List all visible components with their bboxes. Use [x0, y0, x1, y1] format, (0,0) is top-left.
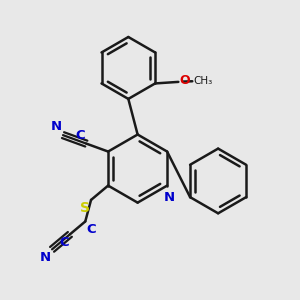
Text: C: C	[75, 129, 85, 142]
Text: O: O	[179, 74, 190, 87]
Text: N: N	[40, 250, 51, 264]
Text: S: S	[80, 201, 90, 215]
Text: C: C	[59, 236, 69, 249]
Text: C: C	[86, 223, 96, 236]
Text: N: N	[164, 191, 175, 204]
Text: CH₃: CH₃	[193, 76, 212, 85]
Text: N: N	[50, 120, 62, 133]
